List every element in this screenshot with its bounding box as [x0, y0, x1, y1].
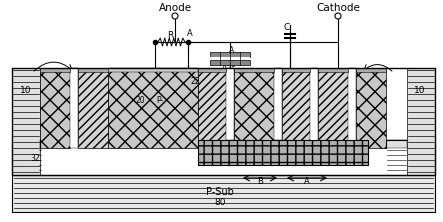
- Text: P-: P-: [156, 95, 163, 105]
- Text: 80: 80: [214, 198, 226, 206]
- Bar: [356, 68, 386, 72]
- Bar: [12, 68, 40, 175]
- Bar: [226, 68, 234, 140]
- Bar: [108, 68, 198, 72]
- Text: 50: 50: [49, 69, 61, 77]
- Text: Cathode: Cathode: [316, 3, 360, 13]
- Bar: [78, 68, 108, 148]
- Bar: [407, 68, 435, 175]
- Circle shape: [335, 13, 341, 19]
- Text: N-Well  60: N-Well 60: [220, 155, 270, 165]
- Bar: [282, 68, 310, 72]
- Text: P+: P+: [291, 101, 302, 109]
- Bar: [282, 68, 310, 140]
- Bar: [198, 140, 368, 165]
- Text: A: A: [222, 63, 228, 73]
- Bar: [210, 57, 250, 60]
- Bar: [12, 175, 435, 212]
- Text: P+: P+: [88, 101, 98, 109]
- Bar: [274, 68, 282, 140]
- Circle shape: [172, 13, 178, 19]
- Text: A: A: [229, 46, 235, 54]
- Text: 20: 20: [135, 95, 145, 105]
- Text: P+: P+: [207, 95, 218, 105]
- Text: Anode: Anode: [159, 3, 191, 13]
- Text: P+: P+: [365, 101, 377, 109]
- Text: P-Sub: P-Sub: [206, 187, 234, 197]
- Bar: [310, 68, 318, 148]
- Text: N+: N+: [249, 101, 261, 109]
- Text: 22: 22: [190, 77, 200, 85]
- Text: N+: N+: [49, 101, 61, 109]
- Text: 10: 10: [414, 85, 426, 95]
- Text: 40: 40: [227, 59, 237, 69]
- Bar: [234, 68, 274, 72]
- Bar: [40, 68, 70, 72]
- Text: 32: 32: [30, 153, 40, 163]
- Text: P+: P+: [327, 101, 338, 109]
- Text: A: A: [222, 71, 228, 79]
- Bar: [78, 68, 108, 72]
- Bar: [108, 68, 198, 148]
- Text: C: C: [284, 24, 290, 32]
- Text: R: R: [167, 30, 173, 40]
- Bar: [198, 68, 226, 140]
- Text: 24: 24: [277, 73, 287, 83]
- Text: 30: 30: [229, 73, 239, 83]
- Text: 10: 10: [20, 85, 32, 95]
- Bar: [318, 68, 348, 148]
- Bar: [348, 68, 356, 148]
- Text: A: A: [187, 28, 193, 38]
- Bar: [356, 68, 386, 148]
- Bar: [12, 68, 435, 175]
- Text: S: S: [275, 83, 280, 93]
- Text: S: S: [227, 83, 231, 93]
- Text: 10: 10: [89, 69, 101, 77]
- Bar: [70, 68, 78, 148]
- Bar: [318, 68, 348, 72]
- Bar: [234, 68, 274, 140]
- Text: 28: 28: [205, 143, 215, 153]
- Bar: [210, 60, 250, 65]
- Bar: [40, 68, 70, 148]
- Text: 50: 50: [354, 69, 366, 77]
- Bar: [210, 52, 250, 57]
- Text: A: A: [304, 176, 310, 186]
- Bar: [386, 140, 407, 148]
- Text: B: B: [257, 176, 263, 186]
- Bar: [12, 140, 435, 175]
- Bar: [198, 68, 253, 140]
- Bar: [198, 68, 226, 72]
- Text: P-ESD: P-ESD: [272, 149, 294, 157]
